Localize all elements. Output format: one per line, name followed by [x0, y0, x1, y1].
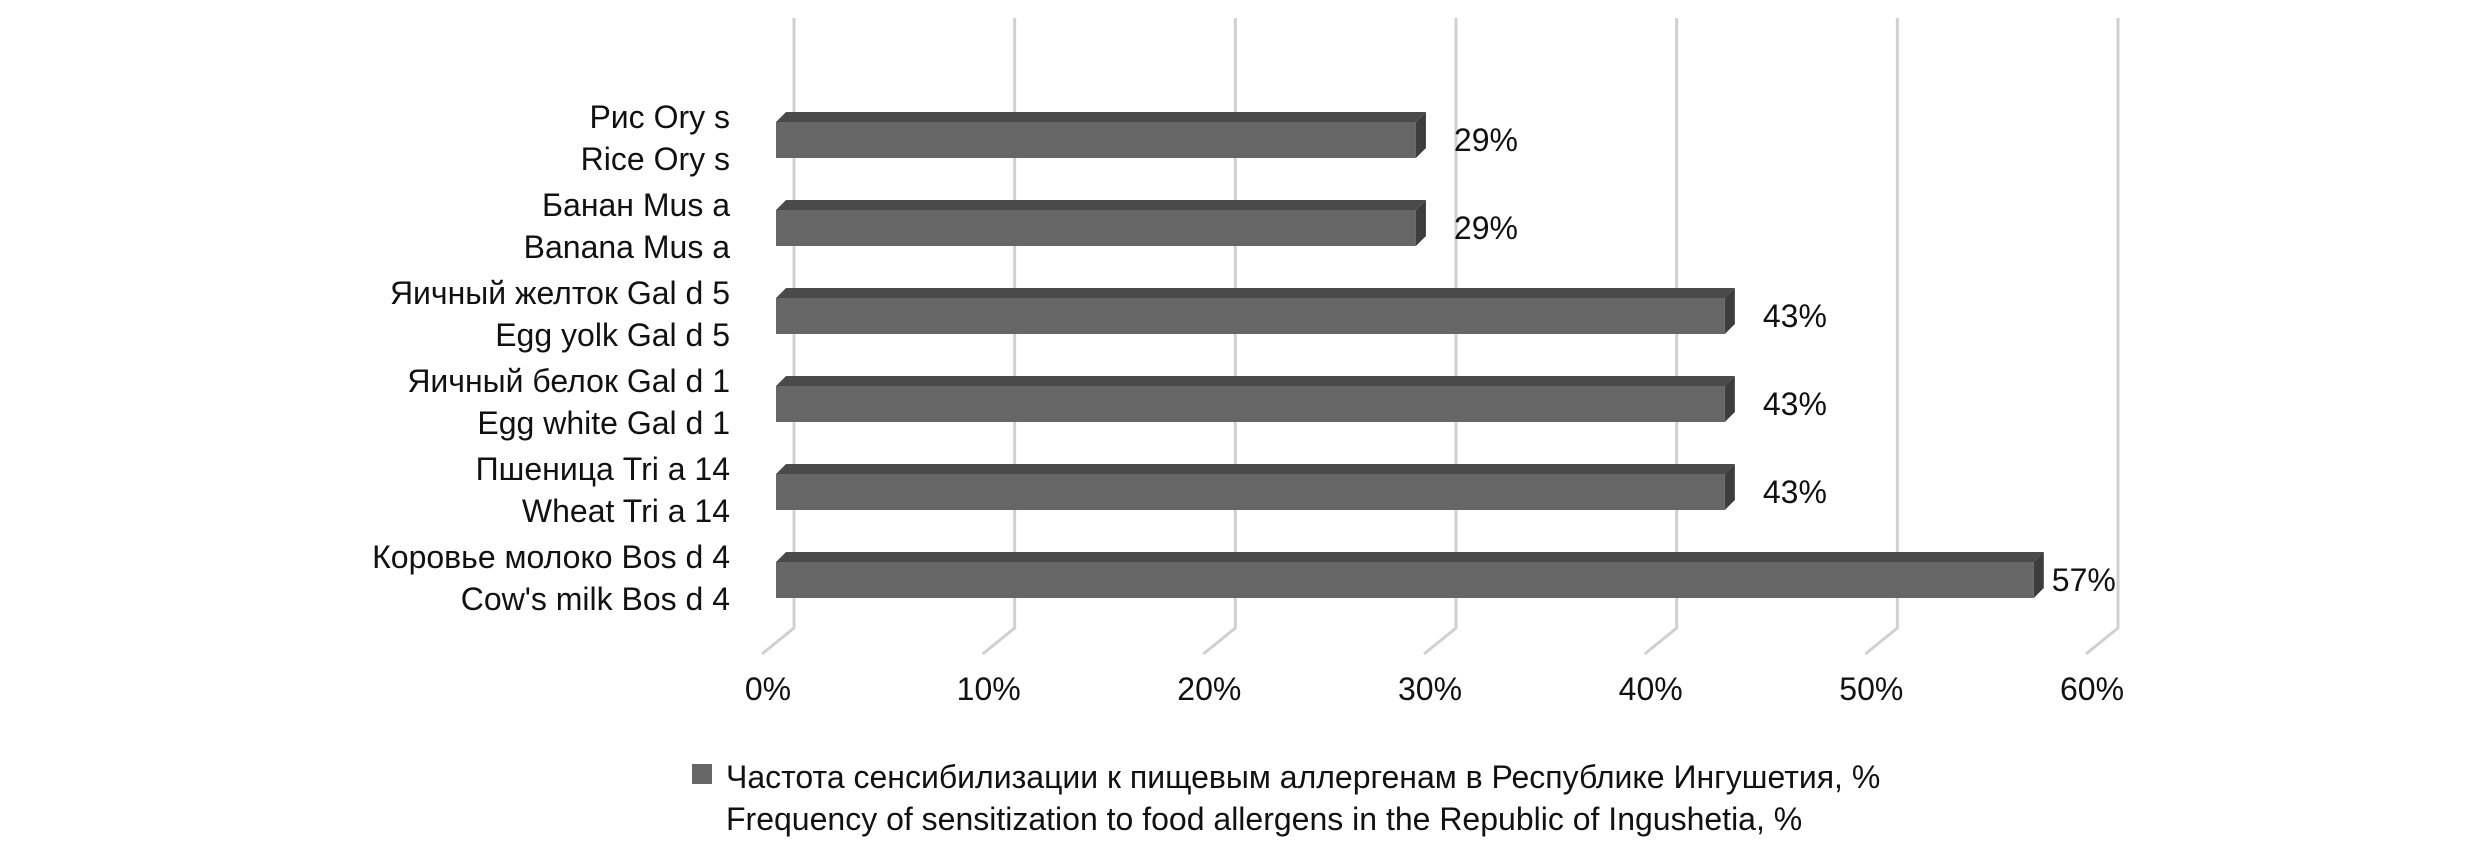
data-label: 57%	[2052, 562, 2116, 598]
bar-top-face	[776, 200, 1426, 210]
bar-side-face	[1724, 376, 1735, 422]
category-label-ru: Яичный белок Gal d 1	[407, 363, 730, 399]
legend-text-line-1: Частота сенсибилизации к пищевым аллерге…	[726, 759, 1880, 795]
bar-side-face	[1724, 464, 1735, 510]
data-label: 43%	[1763, 298, 1827, 334]
category-label-ru: Банан Mus a	[542, 187, 730, 223]
bar-front-face	[776, 122, 1416, 158]
gridline-50%	[1864, 18, 1899, 656]
category-label-en: Banana Mus a	[524, 229, 731, 265]
x-tick-label: 30%	[1398, 671, 1462, 707]
category-label-en: Egg white Gal d 1	[477, 405, 730, 441]
legend-marker	[692, 764, 712, 784]
gridline-40%	[1643, 18, 1679, 656]
x-tick-label: 50%	[1839, 671, 1903, 707]
gridline-60%	[2085, 18, 2120, 656]
bar-3	[776, 288, 1735, 334]
x-axis-tick-labels: 0% 10% 20% 30% 40% 50% 60%	[745, 671, 2124, 707]
legend-text-line-2: Frequency of sensitization to food aller…	[726, 801, 1802, 837]
data-label: 29%	[1454, 122, 1518, 158]
category-label-en: Wheat Tri a 14	[522, 493, 730, 529]
data-label: 43%	[1763, 474, 1827, 510]
category-labels: Рис Ory s Rice Ory s Банан Mus a Banana Mus…	[372, 99, 730, 617]
x-tick-label: 0%	[745, 671, 791, 707]
bar-2	[776, 200, 1426, 246]
category-label-ru: Пшеница Tri a 14	[476, 451, 730, 487]
bar-side-face	[1724, 288, 1735, 334]
bar-top-face	[776, 112, 1426, 122]
bar-front-face	[776, 474, 1725, 510]
bar-1	[776, 112, 1426, 158]
bar-front-face	[776, 298, 1725, 334]
bar-6	[776, 552, 2044, 598]
category-label-ru: Яичный желток Gal d 5	[390, 275, 730, 311]
x-tick-label: 40%	[1619, 671, 1683, 707]
data-label: 43%	[1763, 386, 1827, 422]
category-label-en: Egg yolk Gal d 5	[495, 317, 730, 353]
bar-side-face	[2033, 552, 2044, 598]
bar-side-face	[1415, 200, 1426, 246]
data-labels: 29% 29% 43% 43% 43% 57%	[1454, 122, 2116, 598]
x-tick-label: 10%	[957, 671, 1021, 707]
bar-top-face	[776, 552, 2044, 562]
category-label-ru: Рис Ory s	[589, 99, 730, 135]
bar-side-face	[1415, 112, 1426, 158]
category-label-en: Cow's milk Bos d 4	[461, 581, 730, 617]
bar-5	[776, 464, 1735, 510]
bar-top-face	[776, 464, 1735, 474]
bar-top-face	[776, 288, 1735, 298]
category-label-en: Rice Ory s	[581, 141, 730, 177]
bars	[776, 112, 2044, 598]
bar-front-face	[776, 386, 1725, 422]
x-tick-label: 60%	[2060, 671, 2124, 707]
gridline-30%	[1423, 18, 1458, 656]
bar-front-face	[776, 562, 2034, 598]
data-label: 29%	[1454, 210, 1518, 246]
category-label-ru: Коровье молоко Bos d 4	[372, 539, 730, 575]
bar-4	[776, 376, 1735, 422]
legend: Частота сенсибилизации к пищевым аллерге…	[692, 759, 1880, 837]
bar-top-face	[776, 376, 1735, 386]
bar-front-face	[776, 210, 1416, 246]
x-tick-label: 20%	[1177, 671, 1241, 707]
